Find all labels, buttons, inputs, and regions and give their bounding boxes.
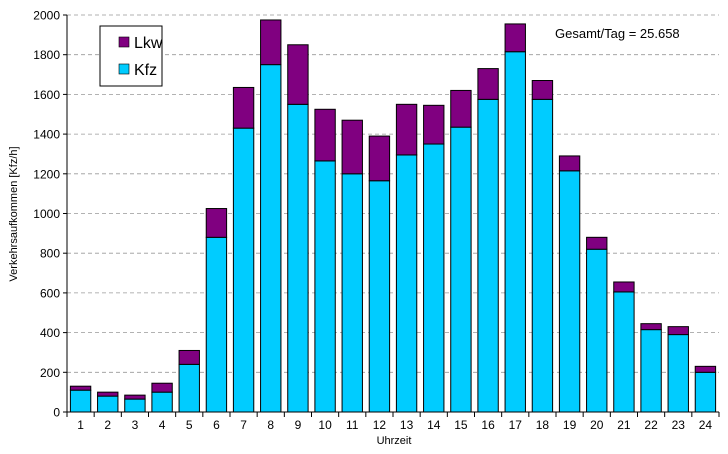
bar-kfz xyxy=(613,291,635,413)
x-tick-label: 15 xyxy=(454,418,468,432)
y-tick-label: 1400 xyxy=(33,128,60,142)
y-tick-label: 0 xyxy=(53,406,60,420)
y-tick-label: 1600 xyxy=(33,88,60,102)
bar-kfz xyxy=(314,160,336,413)
y-tick-label: 1000 xyxy=(33,207,60,221)
bar-lkw xyxy=(314,108,336,162)
y-tick-label: 2000 xyxy=(33,9,60,23)
bar-lkw xyxy=(232,86,255,129)
bar-lkw xyxy=(97,391,119,397)
bar-lkw xyxy=(151,382,173,393)
x-tick-label: 21 xyxy=(617,418,631,432)
bar-lkw xyxy=(613,281,635,293)
y-tick-label: 400 xyxy=(40,326,60,340)
x-tick-label: 5 xyxy=(186,418,193,432)
bar-kfz xyxy=(178,363,200,413)
x-tick-labels: 1 2 3 4 5 6 7 8 9 10 11 12 13 14 15 16 17 18 19 20 21 22 23 24 xyxy=(77,418,712,432)
x-tick-label: 16 xyxy=(481,418,495,432)
bar-lkw xyxy=(395,103,418,156)
bar-kfz xyxy=(504,51,526,413)
bar-lkw xyxy=(287,44,309,105)
x-tick-label: 4 xyxy=(159,418,166,432)
legend-box xyxy=(99,25,163,87)
bar-kfz xyxy=(558,170,581,413)
bar-kfz xyxy=(124,398,146,413)
bar-kfz xyxy=(287,103,309,413)
x-tick-label: 11 xyxy=(346,418,359,432)
x-tick-label: 24 xyxy=(699,418,713,432)
bar-kfz xyxy=(395,154,418,413)
bar-kfz xyxy=(586,248,608,413)
y-tick-label: 200 xyxy=(40,366,60,380)
y-tick-label: 800 xyxy=(40,247,60,261)
legend-swatch-lkw xyxy=(118,36,130,48)
bar-lkw xyxy=(69,385,92,391)
bar-kfz xyxy=(205,236,228,413)
legend-label-lkw: Lkw xyxy=(134,35,163,52)
bar-kfz xyxy=(450,126,472,413)
x-tick-label: 2 xyxy=(104,418,111,432)
bar-kfz xyxy=(477,98,499,413)
y-tick-labels: 0 200 400 600 800 1000 1200 1400 1600 1800 2000 xyxy=(33,9,60,420)
bar-kfz xyxy=(97,395,119,413)
axes xyxy=(63,14,720,417)
bar-kfz xyxy=(232,127,255,413)
x-tick-label: 6 xyxy=(213,418,220,432)
bar-lkw xyxy=(640,323,662,331)
x-tick-label: 17 xyxy=(509,418,523,432)
bar-lkw xyxy=(341,119,363,175)
bar-lkw xyxy=(586,236,608,250)
y-tick-label: 1200 xyxy=(33,167,60,181)
x-tick-label: 8 xyxy=(267,418,274,432)
bar-kfz xyxy=(341,173,363,413)
x-tick-label: 12 xyxy=(373,418,387,432)
x-tick-label: 3 xyxy=(132,418,139,432)
bar-lkw xyxy=(260,19,282,66)
x-tick-label: 7 xyxy=(240,418,247,432)
bar-lkw xyxy=(694,365,717,373)
bar-kfz xyxy=(368,180,391,413)
bar-kfz xyxy=(667,334,689,413)
x-tick-label: 14 xyxy=(427,418,441,432)
x-tick-label: 13 xyxy=(400,418,414,432)
bar-lkw xyxy=(368,135,391,182)
bar-lkw xyxy=(205,208,228,238)
daily-total-annotation: Gesamt/Tag = 25.658 xyxy=(555,26,680,41)
bar-lkw xyxy=(531,80,554,100)
x-tick-label: 22 xyxy=(644,418,658,432)
bar-lkw xyxy=(667,326,689,336)
y-axis-label: Verkehrsaufkommen [Kfz/h] xyxy=(8,146,20,281)
x-tick-label: 18 xyxy=(536,418,550,432)
x-tick-label: 19 xyxy=(563,418,577,432)
bar-lkw xyxy=(423,104,445,145)
x-tick-label: 23 xyxy=(672,418,686,432)
gridlines xyxy=(67,14,719,373)
legend: Lkw Kfz xyxy=(99,25,163,87)
legend-label-kfz: Kfz xyxy=(134,62,157,79)
bar-kfz xyxy=(423,143,445,413)
bar-kfz xyxy=(69,389,92,413)
bars xyxy=(69,19,717,413)
x-tick-label: 10 xyxy=(318,418,332,432)
bar-kfz xyxy=(640,329,662,413)
bar-kfz xyxy=(694,371,717,413)
bar-kfz xyxy=(531,98,554,413)
bar-lkw xyxy=(124,394,146,400)
bar-lkw xyxy=(477,68,499,100)
bar-lkw xyxy=(504,23,526,53)
legend-swatch-kfz xyxy=(118,63,130,75)
x-axis-label: Uhrzeit xyxy=(377,435,412,447)
x-tick-label: 9 xyxy=(295,418,302,432)
x-tick-label: 20 xyxy=(590,418,604,432)
bar-kfz xyxy=(151,391,173,413)
x-tick-label: 1 xyxy=(77,418,84,432)
bar-lkw xyxy=(178,349,200,365)
bar-lkw xyxy=(450,89,472,128)
bar-kfz xyxy=(260,64,282,413)
bar-lkw xyxy=(558,155,581,172)
y-tick-label: 1800 xyxy=(33,48,60,62)
y-tick-label: 600 xyxy=(40,286,60,300)
